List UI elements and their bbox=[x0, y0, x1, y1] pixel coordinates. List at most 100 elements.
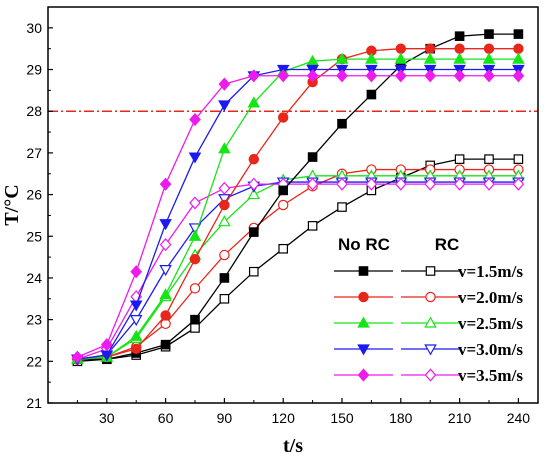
data-point bbox=[219, 273, 230, 283]
data-point bbox=[218, 77, 231, 91]
series-no-rc-3 bbox=[71, 64, 525, 366]
x-axis-title: t/s bbox=[283, 435, 303, 457]
y-tick-label: 24 bbox=[26, 270, 42, 286]
data-point bbox=[513, 43, 524, 54]
legend-header-rc: RC bbox=[435, 235, 460, 254]
series-line bbox=[77, 68, 519, 360]
data-point bbox=[247, 177, 260, 191]
data-point bbox=[454, 31, 465, 41]
series-no-rc-4 bbox=[71, 69, 525, 364]
data-point bbox=[188, 152, 202, 164]
data-point bbox=[513, 29, 524, 39]
legend-row: v=3.0m/s bbox=[334, 340, 523, 359]
data-point bbox=[336, 177, 348, 191]
data-point bbox=[247, 69, 260, 83]
x-tick-label: 150 bbox=[330, 410, 354, 426]
data-point bbox=[219, 293, 230, 304]
series-line bbox=[77, 158, 519, 362]
legend-marker-no-rc bbox=[358, 291, 369, 303]
x-tick-label: 180 bbox=[389, 410, 413, 426]
data-point bbox=[189, 196, 201, 210]
legend-marker-rc bbox=[425, 266, 436, 276]
data-point bbox=[483, 69, 495, 83]
data-point bbox=[100, 338, 113, 352]
series-line bbox=[77, 183, 519, 360]
series-line bbox=[77, 48, 519, 360]
data-point bbox=[130, 265, 143, 279]
y-tick-label: 28 bbox=[26, 103, 42, 119]
legend-marker-no-rc bbox=[357, 316, 370, 328]
data-point bbox=[424, 69, 437, 83]
series-line bbox=[77, 168, 519, 360]
data-point bbox=[129, 300, 143, 312]
y-axis-title: T/°C bbox=[1, 184, 23, 225]
data-point bbox=[512, 52, 525, 64]
data-point bbox=[483, 43, 495, 54]
data-point bbox=[159, 177, 172, 191]
series-line bbox=[77, 75, 519, 358]
data-point bbox=[129, 329, 143, 341]
data-point bbox=[306, 69, 319, 83]
data-point bbox=[190, 314, 200, 325]
series-line bbox=[77, 181, 519, 360]
legend-label: v=2.0m/s bbox=[458, 288, 523, 307]
data-point bbox=[159, 238, 172, 252]
legend-marker-rc bbox=[425, 291, 436, 303]
legend-row: v=2.5m/s bbox=[334, 314, 523, 333]
data-point bbox=[482, 52, 496, 64]
y-tick-label: 29 bbox=[26, 62, 42, 78]
data-point bbox=[189, 253, 201, 265]
y-tick-label: 27 bbox=[26, 145, 42, 161]
data-point bbox=[189, 112, 201, 127]
data-point bbox=[394, 69, 407, 83]
data-point bbox=[160, 310, 171, 321]
data-point bbox=[277, 112, 289, 123]
data-point bbox=[218, 215, 231, 227]
data-point bbox=[249, 227, 259, 237]
series-layer bbox=[71, 29, 525, 367]
data-point bbox=[219, 199, 230, 211]
data-point bbox=[453, 52, 466, 64]
legend-label: v=3.5m/s bbox=[458, 366, 523, 385]
y-tick-label: 30 bbox=[26, 20, 42, 36]
data-point bbox=[365, 69, 378, 83]
data-point bbox=[483, 177, 495, 191]
data-point bbox=[453, 177, 466, 191]
data-point bbox=[365, 177, 378, 191]
legend-row: v=3.5m/s bbox=[334, 366, 523, 385]
series-rc-7 bbox=[71, 169, 525, 364]
data-point bbox=[219, 249, 230, 261]
series-rc-6 bbox=[72, 164, 524, 365]
data-point bbox=[424, 177, 437, 191]
legend: No RC RC v=1.5m/s v=2.0m/s v=2.5m/s v=3.0m/… bbox=[334, 235, 523, 385]
legend-row: v=2.0m/s bbox=[334, 288, 523, 307]
data-point bbox=[365, 52, 378, 64]
data-point bbox=[337, 118, 347, 129]
legend-row: v=1.5m/s bbox=[334, 262, 523, 281]
y-tick-label: 26 bbox=[26, 187, 42, 203]
data-point bbox=[159, 265, 172, 277]
data-point bbox=[71, 350, 84, 364]
series-line bbox=[77, 33, 519, 360]
legend-marker-rc bbox=[424, 344, 437, 356]
x-tick-label: 30 bbox=[99, 410, 115, 426]
legend-marker-rc bbox=[424, 316, 437, 328]
data-point bbox=[512, 69, 525, 83]
data-point bbox=[336, 69, 348, 83]
x-tick-label: 60 bbox=[158, 410, 174, 426]
data-point bbox=[129, 315, 143, 327]
data-point bbox=[512, 177, 525, 191]
data-point bbox=[247, 188, 261, 200]
legend-marker-no-rc bbox=[357, 344, 370, 356]
y-tick-label: 25 bbox=[26, 228, 42, 244]
series-line bbox=[77, 175, 519, 360]
data-point bbox=[278, 185, 288, 196]
legend-marker-no-rc bbox=[358, 266, 369, 276]
series-line bbox=[77, 58, 519, 360]
data-point bbox=[513, 154, 524, 164]
data-point bbox=[454, 43, 465, 54]
data-point bbox=[159, 288, 172, 300]
data-point bbox=[218, 142, 231, 154]
data-point bbox=[189, 283, 201, 294]
legend-marker-no-rc bbox=[357, 368, 370, 382]
